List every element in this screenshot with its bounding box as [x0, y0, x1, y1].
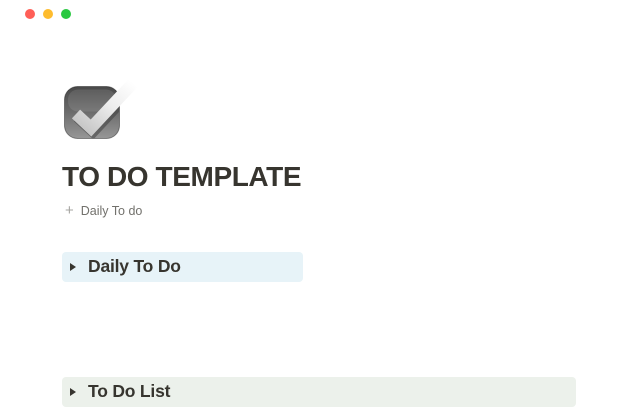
toggle-block-daily-to-do[interactable]: Daily To Do: [62, 252, 303, 282]
plus-icon: +: [65, 202, 74, 219]
page-title: TO DO TEMPLATE: [62, 161, 302, 192]
template-button-daily-todo[interactable]: + Daily To do: [65, 202, 142, 220]
toggle-block-to-do-list[interactable]: To Do List: [62, 377, 576, 407]
page-icon-checkmark-emoji[interactable]: [62, 78, 142, 142]
traffic-lights: [25, 9, 71, 19]
checkmark-box-icon: [64, 78, 138, 139]
zoom-button[interactable]: [61, 9, 71, 19]
minimize-button[interactable]: [43, 9, 53, 19]
toggle-label: To Do List: [88, 380, 171, 401]
template-button-label: Daily To do: [80, 204, 143, 218]
chevron-right-icon[interactable]: [70, 263, 76, 271]
chevron-right-icon[interactable]: [70, 388, 76, 396]
toggle-label: Daily To Do: [88, 255, 181, 276]
close-button[interactable]: [25, 9, 35, 19]
